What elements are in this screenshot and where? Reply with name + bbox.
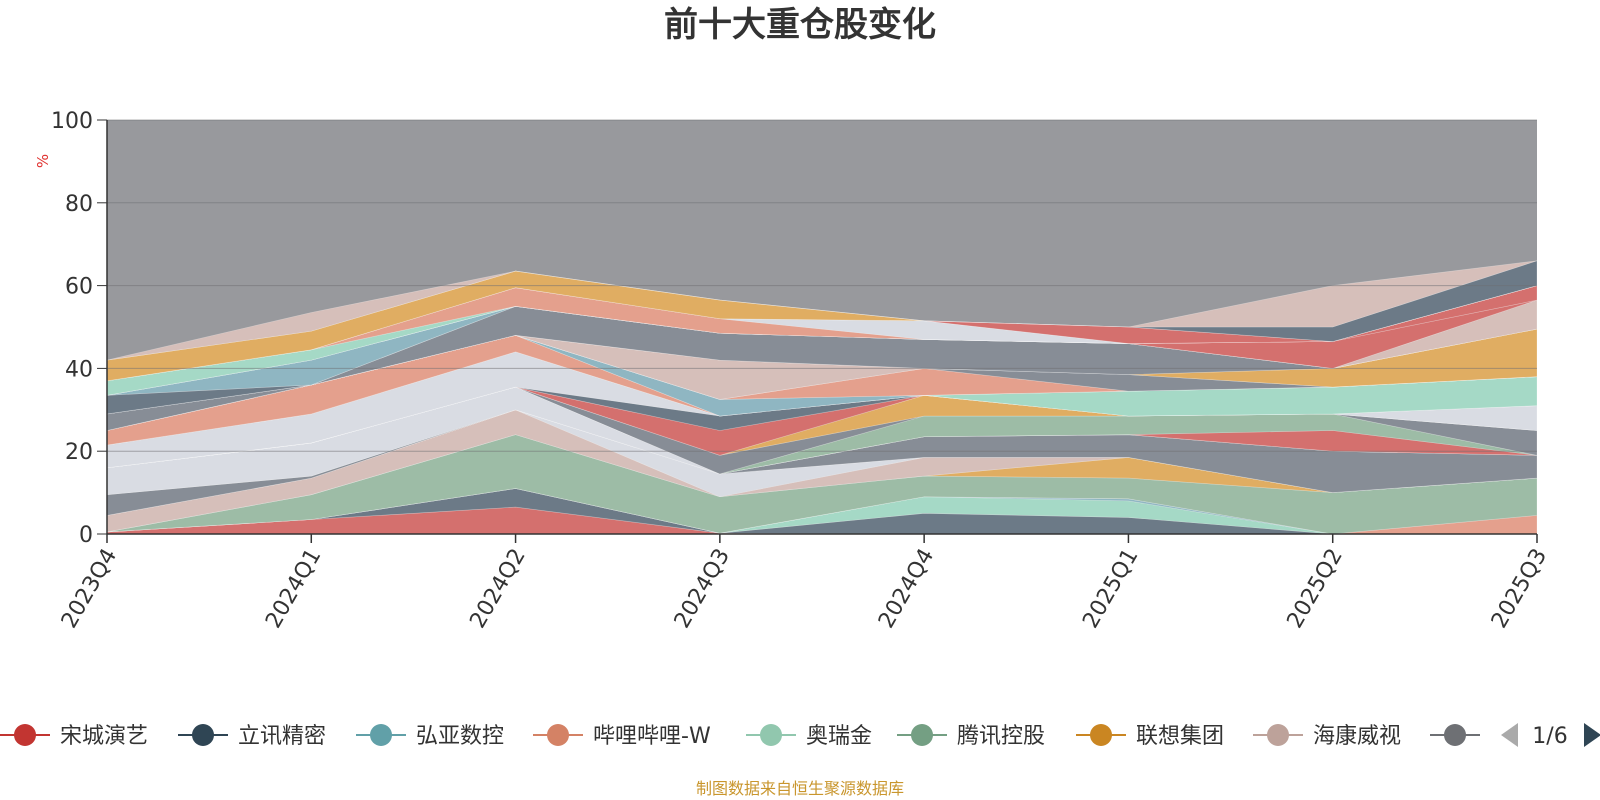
y-tick-label: 100: [51, 109, 93, 134]
area-band-5: [106, 434, 1538, 535]
legend-item[interactable]: 弘亚数控: [356, 724, 504, 749]
area-band-9: [106, 409, 1538, 516]
area-band-27: [106, 328, 1538, 415]
legend-item[interactable]: 哔哩哔哩-W: [533, 724, 711, 749]
legend-label: 海康威视: [1313, 724, 1401, 749]
area-band-18: [106, 351, 1538, 469]
legend-next-page-icon[interactable]: [1584, 723, 1600, 747]
legend-label: 立讯精密: [238, 724, 326, 749]
x-tick-label: 2024Q1: [261, 545, 326, 633]
area-band-3: [106, 488, 1537, 535]
y-axis-unit: %: [34, 154, 52, 168]
legend-item[interactable]: 宋城演艺: [0, 724, 148, 749]
area-band-4: [106, 488, 1538, 535]
area-band-11: [106, 386, 1538, 495]
y-tick-label: 20: [65, 440, 93, 465]
x-tick-label: 2024Q2: [465, 545, 530, 633]
legend: 宋城演艺 立讯精密 弘亚数控 哔哩哔哩-W 奥瑞金 腾讯控股 联想集团 海康威视: [0, 724, 1480, 749]
legend-label: 弘亚数控: [416, 724, 504, 749]
x-tick-label: 2024Q3: [670, 545, 735, 633]
legend-marker: [760, 724, 782, 746]
legend-item[interactable]: 海康威视: [1253, 724, 1401, 749]
y-tick-label: 40: [65, 357, 93, 382]
area-band-33: [106, 285, 1538, 396]
x-tick-label: 2025Q1: [1078, 545, 1143, 633]
legend-marker: [192, 724, 214, 746]
legend-marker: [370, 724, 392, 746]
area-bands: [106, 260, 1538, 535]
plot-area: 0 20 40 60 80 100 2023Q4 2024Q1 2024Q2 2024Q3 2024…: [51, 109, 1552, 633]
chart-title: 前十大重仓股变化: [664, 5, 936, 45]
y-tick-label: 80: [65, 192, 93, 217]
grid-lines: [107, 119, 1537, 452]
legend-marker: [14, 724, 36, 746]
legend-marker: [1267, 724, 1289, 746]
x-tick-label: 2024Q4: [874, 545, 939, 633]
legend-marker: [911, 724, 933, 746]
area-band-2: [106, 488, 1537, 535]
area-band-21: [106, 334, 1538, 431]
legend-label: 联想集团: [1136, 724, 1224, 749]
y-tick-label: 60: [65, 275, 93, 300]
x-tick-label: 2025Q3: [1487, 545, 1552, 633]
y-tick-label: 0: [79, 523, 93, 548]
x-tick-label: 2025Q2: [1283, 545, 1348, 633]
x-tick-label: 2023Q4: [57, 545, 122, 633]
legend-label: 哔哩哔哩-W: [593, 724, 711, 749]
legend-label: 腾讯控股: [957, 724, 1045, 749]
legend-marker: [547, 724, 569, 746]
legend-item[interactable]: 奥瑞金: [746, 724, 872, 749]
legend-page-indicator: 1/6: [1532, 724, 1567, 749]
legend-pager: 1/6: [1501, 723, 1600, 749]
legend-item[interactable]: 联想集团: [1076, 724, 1224, 749]
source-note: 制图数据来自恒生聚源数据库: [696, 779, 904, 798]
legend-marker: [1090, 724, 1112, 746]
area-band-14: [106, 386, 1538, 475]
legend-prev-page-icon[interactable]: [1501, 723, 1518, 747]
legend-label: 宋城演艺: [60, 724, 148, 749]
legend-marker: [1444, 724, 1466, 746]
legend-item[interactable]: 腾讯控股: [897, 724, 1045, 749]
legend-label: 奥瑞金: [806, 724, 872, 749]
area-band-1: [106, 488, 1537, 535]
legend-item[interactable]: 立讯精密: [178, 724, 326, 749]
legend-item[interactable]: [1430, 724, 1480, 746]
area-band-31: [106, 299, 1538, 396]
